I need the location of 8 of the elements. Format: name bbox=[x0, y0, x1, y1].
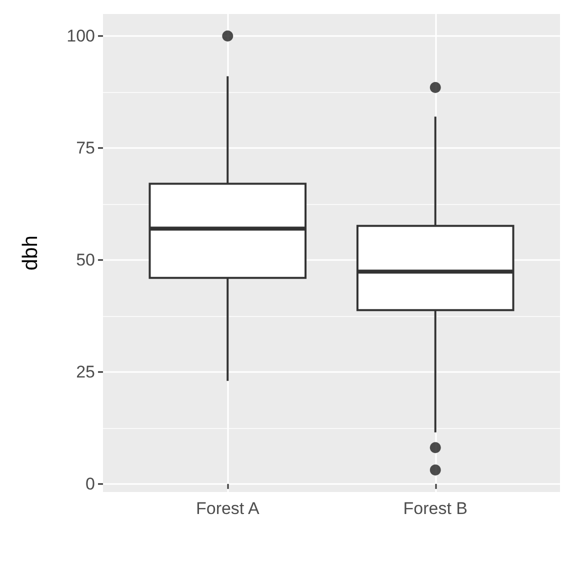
y-tick-label: 25 bbox=[76, 362, 95, 382]
y-tick-label: 0 bbox=[86, 474, 95, 494]
y-tick-label: 50 bbox=[76, 250, 95, 270]
y-tick-label: 75 bbox=[76, 138, 95, 158]
y-axis-title: dbh bbox=[19, 235, 42, 271]
x-tick-label: Forest A bbox=[196, 499, 260, 518]
y-tick-label: 100 bbox=[66, 26, 95, 46]
x-tick-label: Forest B bbox=[403, 499, 468, 518]
